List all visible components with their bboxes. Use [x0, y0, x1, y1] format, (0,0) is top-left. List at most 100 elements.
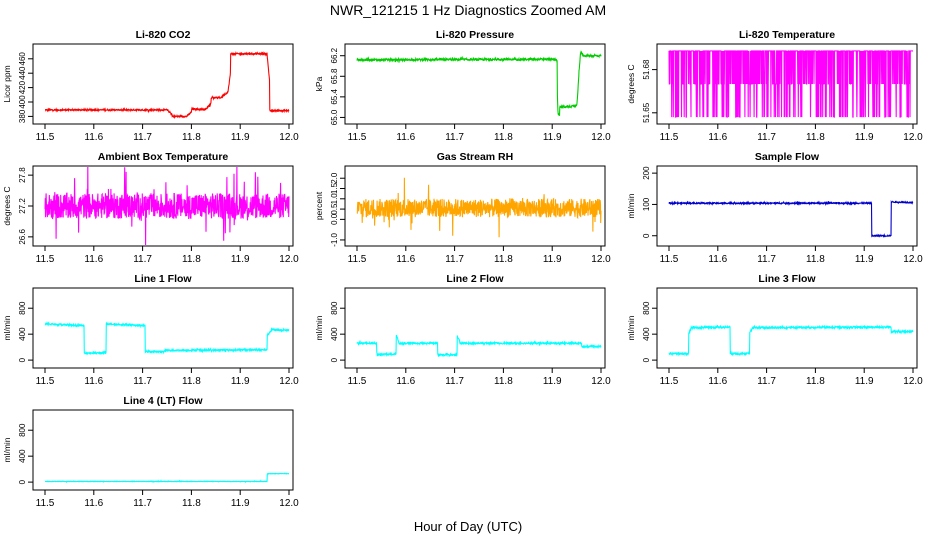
y-tick-label: 380	[18, 109, 27, 123]
x-tick-label: 11.5	[348, 132, 367, 143]
x-tick-label: 11.7	[757, 376, 776, 387]
x-tick-label: 11.9	[231, 498, 250, 509]
x-tick-label: 11.6	[84, 498, 103, 509]
panel-9: Line 3 Flow ml/min 11.5 11.6 11.7 11.8 11.9 12.…	[626, 273, 923, 387]
x-tick-label: 11.9	[543, 376, 562, 387]
y-axis-label: ml/min	[626, 193, 636, 218]
plot-frame	[656, 165, 918, 247]
y-tick-label: 1.0	[330, 193, 339, 205]
x-tick-label: 11.6	[396, 254, 415, 265]
panel-10: Line 4 (LT) Flow ml/min 11.5 11.6 11.7 11.8 11…	[2, 395, 299, 509]
x-tick-label: 11.6	[708, 132, 727, 143]
x-axis-label: Hour of Day (UTC)	[414, 519, 522, 534]
series-line	[668, 200, 914, 239]
x-tick-label: 12.0	[903, 376, 923, 387]
x-tick-label: 11.5	[36, 132, 55, 143]
plot-frame	[656, 43, 918, 125]
y-axis-label: kPa	[314, 76, 324, 91]
y-axis-label: ml/min	[2, 437, 12, 462]
y-tick-label: 800	[330, 301, 339, 315]
panel-6: Sample Flow ml/min 11.5 11.6 11.7 11.8 11.9 12.…	[626, 151, 923, 265]
y-tick-label: 65.4	[330, 89, 339, 105]
x-tick-label: 11.5	[348, 376, 367, 387]
y-tick-label: 400	[18, 449, 27, 463]
x-tick-label: 11.6	[84, 254, 103, 265]
x-tick-label: 11.8	[806, 376, 825, 387]
y-axis-label: ml/min	[314, 315, 324, 340]
series-line	[356, 50, 602, 116]
y-tick-label: 800	[642, 301, 651, 315]
panel-title: Line 4 (LT) Flow	[123, 395, 203, 407]
x-tick-label: 12.0	[903, 254, 923, 265]
x-tick-label: 11.9	[855, 376, 874, 387]
x-tick-label: 11.7	[757, 132, 776, 143]
panel-title: Li-820 Temperature	[739, 29, 835, 41]
x-tick-label: 12.0	[591, 254, 611, 265]
x-tick-label: 11.9	[855, 254, 874, 265]
x-tick-label: 11.8	[182, 498, 201, 509]
x-tick-label: 11.7	[445, 132, 464, 143]
y-axis-label: degrees C	[626, 64, 636, 103]
y-tick-label: 26.6	[18, 229, 27, 245]
panel-title: Sample Flow	[755, 151, 820, 163]
y-tick-label: 420	[18, 80, 27, 94]
y-tick-label: 400	[642, 327, 651, 341]
y-tick-label: 1.5	[330, 182, 339, 194]
x-tick-label: 11.6	[84, 376, 103, 387]
x-tick-label: 11.8	[494, 254, 513, 265]
x-tick-label: 11.6	[708, 376, 727, 387]
x-tick-label: 11.7	[133, 376, 152, 387]
panel-7: Line 1 Flow ml/min 11.5 11.6 11.7 11.8 11.9 12.…	[2, 273, 299, 387]
plot-frame	[32, 287, 294, 369]
panel-4: Ambient Box Temperature degrees C 11.5 11.6…	[2, 151, 299, 265]
x-tick-label: 11.7	[133, 132, 152, 143]
x-tick-label: 11.8	[182, 376, 201, 387]
x-tick-label: 11.8	[494, 376, 513, 387]
x-tick-label: 12.0	[591, 376, 611, 387]
panel-title: Li-820 CO2	[136, 29, 191, 41]
panels: Li-820 CO2 Licor ppm 11.5 11.6 11.7 11.8 11.9 1…	[2, 29, 923, 509]
y-tick-label: -1.0	[330, 233, 339, 247]
plot-frame	[344, 287, 606, 369]
y-tick-label: 27.2	[18, 198, 27, 214]
panel-title: Line 1 Flow	[134, 273, 192, 285]
y-axis-label: ml/min	[626, 315, 636, 340]
panel-1: Li-820 CO2 Licor ppm 11.5 11.6 11.7 11.8 11.9 1…	[2, 29, 299, 143]
y-tick-label: 65.0	[330, 109, 339, 125]
y-tick-label: 0	[642, 357, 651, 362]
y-tick-label: 460	[18, 52, 27, 66]
y-tick-label: 0	[642, 233, 651, 238]
x-tick-label: 11.7	[445, 254, 464, 265]
x-tick-label: 11.5	[660, 254, 679, 265]
panel-title: Li-820 Pressure	[436, 29, 514, 41]
x-tick-label: 12.0	[591, 132, 611, 143]
plot-frame	[32, 409, 294, 491]
plot-frame	[32, 43, 294, 125]
x-tick-label: 11.5	[660, 376, 679, 387]
y-tick-label: 800	[18, 301, 27, 315]
y-tick-label: 440	[18, 66, 27, 80]
y-tick-label: 800	[18, 423, 27, 437]
x-tick-label: 11.5	[36, 376, 55, 387]
panel-8: Line 2 Flow ml/min 11.5 11.6 11.7 11.8 11.9 12.…	[314, 273, 611, 387]
y-tick-label: 27.8	[18, 167, 27, 183]
y-tick-label: 0	[18, 357, 27, 362]
series-line	[668, 50, 913, 118]
y-tick-label: 0	[330, 357, 339, 362]
x-tick-label: 12.0	[279, 254, 299, 265]
y-tick-label: 0.5	[330, 203, 339, 215]
series-line	[356, 177, 602, 238]
x-tick-label: 11.7	[133, 498, 152, 509]
plot-frame	[656, 287, 918, 369]
y-axis-label: ml/min	[2, 315, 12, 340]
figure-title: NWR_121215 1 Hz Diagnostics Zoomed AM	[330, 2, 606, 18]
x-tick-label: 11.9	[231, 132, 250, 143]
x-tick-label: 12.0	[279, 498, 299, 509]
panel-3: Li-820 Temperature degrees C 11.5 11.6 11.7 1…	[626, 29, 923, 143]
y-tick-label: 200	[642, 166, 651, 180]
y-tick-label: 400	[18, 327, 27, 341]
y-tick-label: 51.68	[642, 59, 651, 80]
series-line	[44, 167, 290, 245]
y-tick-label: 51.65	[642, 102, 651, 123]
x-tick-label: 11.9	[231, 376, 250, 387]
